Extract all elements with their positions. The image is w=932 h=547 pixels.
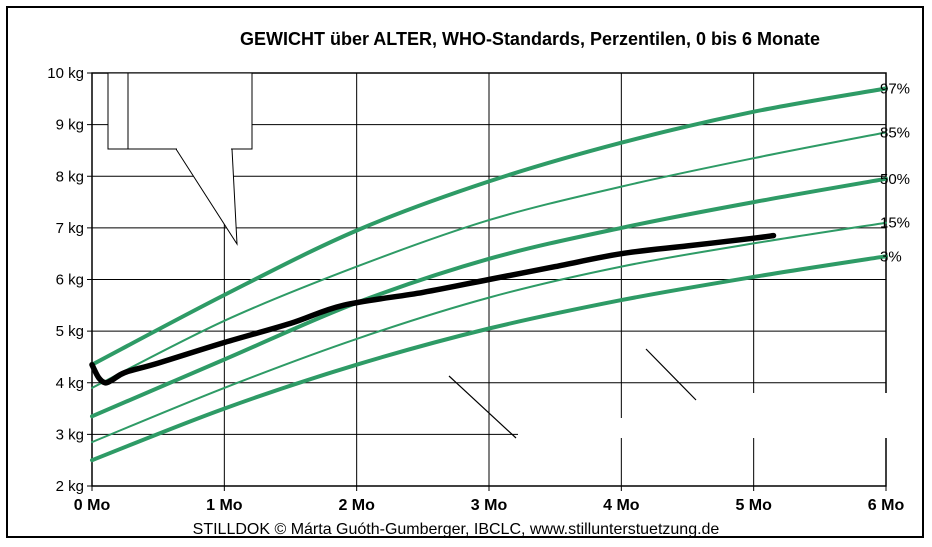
percentile-15-line [91,221,887,444]
child-weight-line [89,232,777,386]
x-tick-label: 4 Mo [603,497,640,514]
chart-title-part: GEWICHT [240,29,325,49]
percentile-label: 15% [880,215,910,232]
callout-rect [127,72,253,150]
chart-title: GEWICHT über ALTER, WHO-Standards, Perze… [240,29,820,49]
percentile-label: 85% [880,124,910,141]
callout-pointer [175,148,238,246]
x-tick-label: 3 Mo [471,497,508,514]
percentile-label: 97% [880,80,910,97]
credit-line: STILLDOK © Márta Guóth-Gumberger, IBCLC,… [193,521,720,538]
annotation-stroke [448,375,517,439]
x-tick-label: 1 Mo [206,497,243,514]
y-tick-label: 7 kg [56,220,84,237]
y-tick-label: 4 kg [56,375,84,392]
x-tick-label: 6 Mo [868,497,905,514]
percentile-label: 50% [880,171,910,188]
y-tick-label: 8 kg [56,168,84,185]
chart-title-part: 6 Monate [742,29,820,49]
annotation-stroke [645,348,697,401]
percentile-85-line [91,131,887,389]
percentile-label: 3% [880,248,902,265]
chart-title-part: über ALTER, WHO-Standards, Perzentilen, … [325,29,742,49]
percentile-labels: 97% 85% 50% 15% 3% [880,80,910,265]
y-tick-label: 9 kg [56,117,84,134]
y-tick-label: 2 kg [56,478,84,495]
callout-box [107,72,253,246]
chart-frame: GEWICHT über ALTER, WHO-Standards, Perze… [6,6,924,538]
series-lines [89,86,888,463]
x-tick-label: 2 Mo [338,497,375,514]
y-tick-label: 10 kg [47,65,84,82]
percentile-50-line [90,176,888,419]
annotation-marks [448,348,888,439]
x-tick-label: 5 Mo [735,497,772,514]
y-tick-label: 3 kg [56,426,84,443]
percentile-3-line [90,254,888,463]
y-tick-label: 6 kg [56,272,84,289]
weight-for-age-chart: GEWICHT über ALTER, WHO-Standards, Perze… [47,29,910,538]
y-tick-label: 5 kg [56,323,84,340]
callout-pointer-gap [177,147,231,150]
callout-back-rect [107,72,129,150]
blank-patch [626,393,888,423]
x-axis-ticks: 0 Mo 1 Mo 2 Mo 3 Mo 4 Mo 5 Mo 6 Mo [74,486,905,514]
percentile-97-line [90,86,888,367]
x-tick-label: 0 Mo [74,497,111,514]
y-axis-ticks: 2 kg 3 kg 4 kg 5 kg 6 kg 7 kg 8 kg 9 kg 10 kg [47,65,92,495]
